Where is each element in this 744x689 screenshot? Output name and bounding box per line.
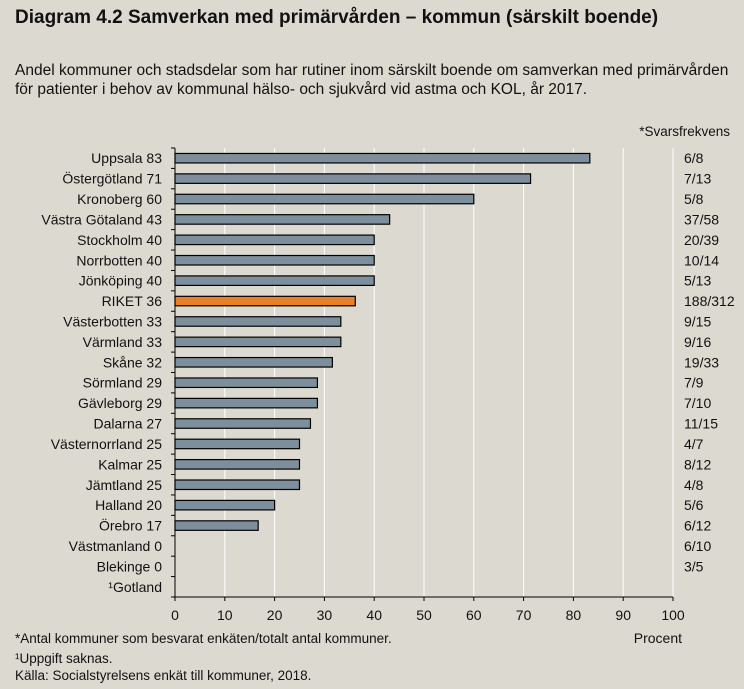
response-rate-label: 7/13 (684, 171, 711, 187)
bar (174, 193, 475, 205)
category-label: Uppsala 83 (91, 150, 162, 166)
response-rate-label: 188/312 (684, 293, 735, 309)
response-rate-label: 19/33 (684, 354, 719, 370)
bar (174, 479, 301, 491)
category-label: Jönköping 40 (79, 273, 163, 289)
bar (174, 214, 391, 225)
x-tick-label: 80 (566, 607, 582, 623)
bar (174, 377, 319, 389)
category-label: Gävleborg 29 (78, 395, 162, 411)
x-tick-label: 20 (267, 607, 283, 623)
response-rate-label: 7/10 (684, 395, 711, 411)
response-rate-label: 7/9 (684, 375, 704, 391)
category-label: Västernorrland 25 (51, 436, 163, 452)
response-rate-label: 9/15 (684, 313, 711, 329)
x-tick-label: 50 (416, 607, 432, 623)
category-label: RIKET 36 (102, 293, 163, 309)
category-label: Halland 20 (95, 497, 162, 513)
bar (174, 438, 301, 450)
bar (174, 356, 333, 368)
response-rate-label: 4/8 (684, 477, 704, 493)
category-label: ¹Gotland (108, 579, 162, 595)
footnote-response-rate: *Antal kommuner som besvarat enkäten/tot… (15, 631, 392, 646)
bar (174, 397, 319, 409)
response-rate-label: 9/16 (684, 334, 711, 350)
bar (174, 295, 356, 307)
bar (174, 254, 375, 266)
bar (174, 152, 591, 164)
x-tick-label: 60 (466, 607, 482, 623)
category-label: Östergötland 71 (62, 170, 162, 187)
category-label: Örebro 17 (99, 517, 162, 534)
x-tick-label: 100 (661, 607, 685, 623)
response-rate-label: 37/58 (684, 211, 719, 227)
category-label: Skåne 32 (103, 354, 162, 370)
response-rate-label: 5/6 (684, 497, 704, 513)
footnote-missing: ¹Uppgift saknas. (15, 651, 113, 666)
category-label: Sörmland 29 (83, 375, 163, 391)
response-rate-label: 3/5 (684, 558, 704, 574)
category-label: Dalarna 27 (94, 416, 163, 432)
chart-subtitle: Andel kommuner och stadsdelar som har ru… (15, 62, 729, 98)
category-label: Värmland 33 (83, 334, 163, 350)
category-label: Kalmar 25 (98, 456, 162, 472)
response-rate-label: 10/14 (684, 252, 719, 268)
category-label: Västerbotten 33 (63, 313, 162, 329)
response-rate-label: 4/7 (684, 436, 704, 452)
x-tick-label: 30 (317, 607, 333, 623)
x-axis-label: Procent (634, 630, 682, 646)
response-rate-label: 11/15 (684, 416, 718, 432)
bar (174, 234, 375, 246)
response-rate-label: 5/8 (684, 191, 704, 207)
response-rate-label: 6/10 (684, 538, 711, 554)
bar (174, 499, 276, 511)
response-rate-header: *Svarsfrekvens (639, 124, 730, 139)
x-tick-label: 40 (366, 607, 382, 623)
category-label: Kronoberg 60 (77, 191, 162, 207)
bar (174, 173, 532, 184)
response-rate-label: 20/39 (684, 232, 719, 248)
bar (174, 458, 301, 470)
bar (174, 316, 342, 327)
x-tick-label: 0 (171, 607, 179, 623)
chart-title: Diagram 4.2 Samverkan med primärvården –… (15, 7, 659, 28)
response-rate-label: 5/13 (684, 273, 711, 289)
category-label: Västra Götaland 43 (41, 211, 162, 227)
x-tick-label: 70 (516, 607, 532, 623)
response-rate-label: 6/12 (684, 518, 711, 534)
category-label: Stockholm 40 (77, 232, 162, 248)
category-label: Västmanland 0 (69, 538, 163, 554)
bar (174, 275, 375, 287)
bar (174, 418, 312, 429)
category-label: Norrbotten 40 (76, 252, 162, 268)
category-label: Blekinge 0 (97, 558, 163, 574)
response-rate-label: 6/8 (684, 150, 704, 166)
source-note: Källa: Socialstyrelsens enkät till kommu… (15, 668, 312, 683)
response-rate-label: 8/12 (684, 456, 711, 472)
bar (174, 336, 342, 348)
category-label: Jämtland 25 (86, 477, 162, 493)
x-tick-label: 90 (615, 607, 631, 623)
bar (174, 520, 259, 531)
x-tick-label: 10 (217, 607, 233, 623)
